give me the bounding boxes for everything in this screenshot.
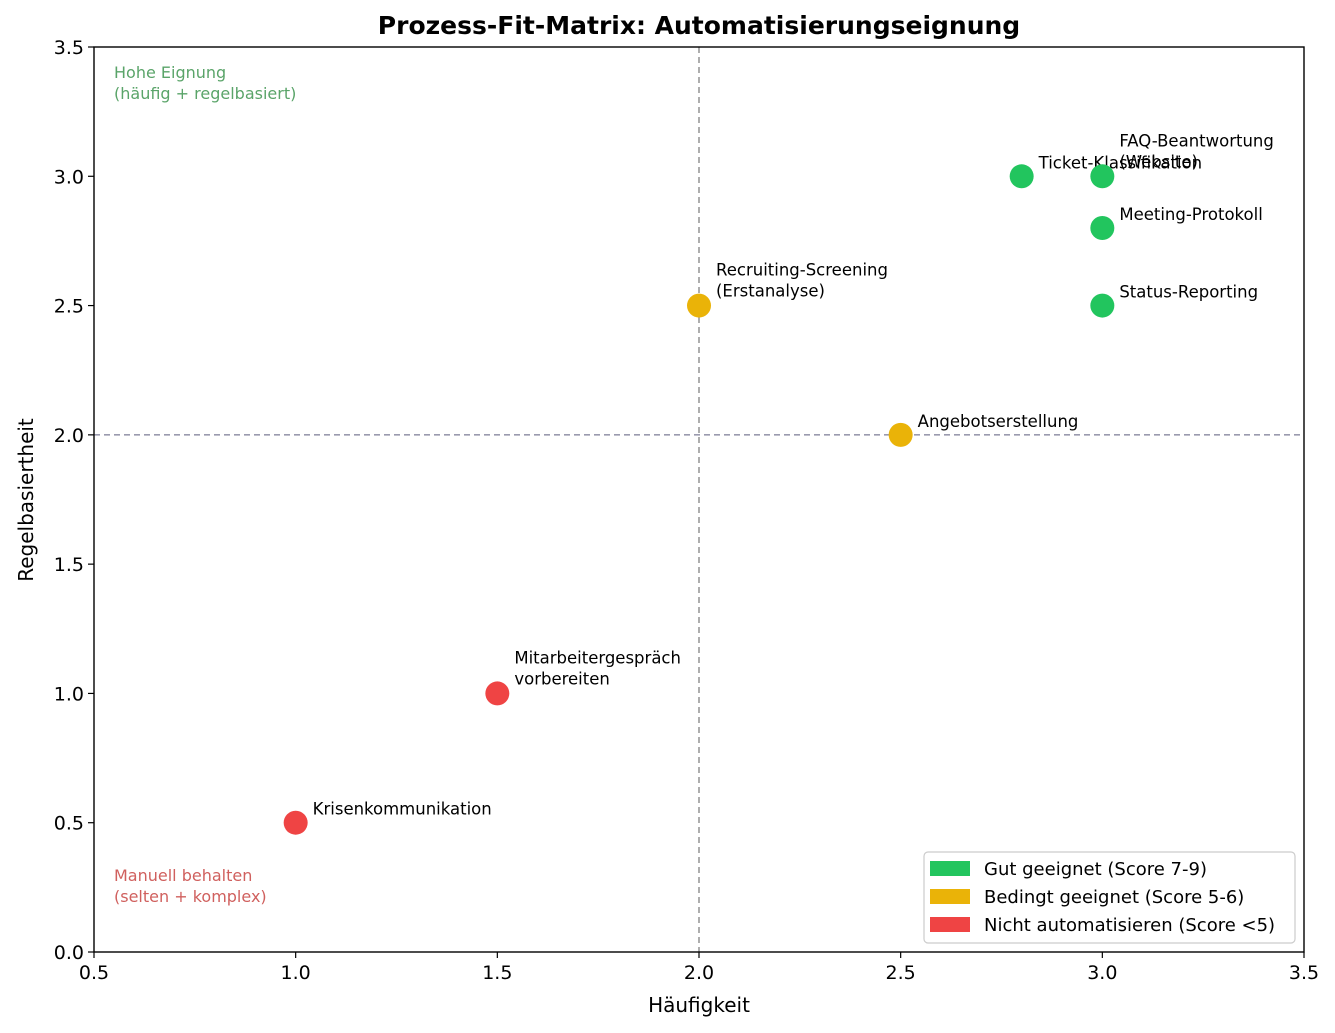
annotation-manual: Manuell behalten (selten + komplex) <box>114 866 267 906</box>
data-point <box>1090 293 1115 318</box>
legend-item-medium[interactable]: Bedingt geeignet (Score 5-6) <box>930 887 1244 908</box>
chart-title: Prozess-Fit-Matrix: Automatisierungseign… <box>378 11 1020 40</box>
legend-item-bad[interactable]: Nicht automatisieren (Score <5) <box>930 915 1275 936</box>
legend-box <box>923 851 1296 944</box>
x-axis-label: Häufigkeit <box>648 993 750 1017</box>
quadrant-annotations: Hohe Eignung (häufig + regelbasiert) Manue… <box>114 63 296 906</box>
y-tick-label: 0.5 <box>54 813 84 835</box>
data-point-label: FAQ-Beantwortung (Website) <box>1119 131 1274 171</box>
data-point <box>1090 216 1115 240</box>
x-tick-label: 3.5 <box>1289 962 1319 984</box>
y-tick-label: 2.5 <box>54 296 84 318</box>
data-point-label: Status-Reporting <box>1119 283 1258 302</box>
data-point-label: Ticket-Klassifikation <box>1038 153 1202 172</box>
data-point-label: Angebotserstellung <box>918 412 1079 431</box>
legend-swatch <box>930 861 970 876</box>
legend-swatch <box>930 889 970 904</box>
legend-item-good[interactable]: Gut geeignet (Score 7-9) <box>930 859 1207 880</box>
x-tick-label: 1.0 <box>281 962 311 984</box>
y-axis-label: Regelbasiertheit <box>14 418 38 582</box>
legend-label: Nicht automatisieren (Score <5) <box>984 915 1275 936</box>
legend-label: Bedingt geeignet (Score 5-6) <box>984 887 1244 908</box>
y-axis-ticks: 0.0 0.5 1.0 1.5 2.0 2.5 3.0 3.5 <box>54 37 94 964</box>
x-tick-label: 0.5 <box>79 962 109 984</box>
data-point-label: Krisenkommunikation <box>313 800 492 819</box>
legend[interactable]: Gut geeignet (Score 7-9) Bedingt geeignet… <box>923 851 1296 944</box>
y-tick-label: 3.0 <box>54 166 84 188</box>
data-point <box>283 810 308 835</box>
x-tick-label: 3.0 <box>1087 962 1117 984</box>
data-point <box>1090 164 1115 189</box>
y-tick-label: 2.0 <box>54 425 84 447</box>
x-tick-label: 2.0 <box>684 962 714 984</box>
data-point-label: Meeting-Protokoll <box>1119 205 1262 224</box>
x-axis-ticks: 0.5 1.0 1.5 2.0 2.5 3.0 3.5 <box>79 952 1319 984</box>
data-point <box>687 293 711 318</box>
data-point <box>1009 164 1034 189</box>
legend-label: Gut geeignet (Score 7-9) <box>984 859 1207 880</box>
data-point <box>888 422 913 447</box>
y-tick-label: 3.5 <box>54 37 84 59</box>
y-tick-label: 0.0 <box>54 942 84 964</box>
reference-lines <box>94 47 1304 952</box>
x-tick-label: 2.5 <box>886 962 916 984</box>
annotation-high-fit: Hohe Eignung (häufig + regelbasiert) <box>114 63 296 103</box>
x-tick-label: 1.5 <box>482 962 512 984</box>
data-point-label: Recruiting-Screening (Erstanalyse) <box>716 261 888 301</box>
legend-swatch <box>930 917 970 932</box>
y-tick-label: 1.0 <box>54 683 84 705</box>
data-point <box>485 681 510 706</box>
y-tick-label: 1.5 <box>54 554 84 576</box>
data-point-label: Mitarbeitergespräch vorbereiten <box>514 648 681 688</box>
